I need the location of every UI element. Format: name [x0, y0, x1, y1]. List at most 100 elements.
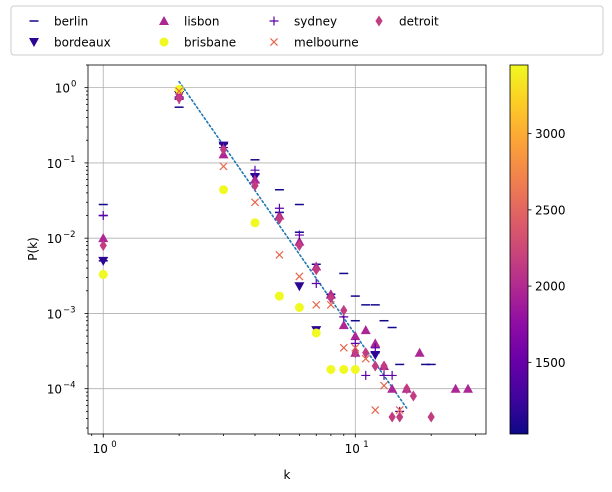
data-point [251, 180, 259, 192]
y-tick-exponent: −2 [63, 230, 76, 240]
data-point [370, 351, 381, 361]
series-detroit [99, 92, 435, 423]
legend-marker [375, 15, 383, 27]
y-tick-label: 10 [55, 82, 70, 96]
colorbar-tick-label: 3000 [535, 127, 566, 141]
legend-marker [29, 38, 39, 47]
data-point [275, 213, 284, 225]
data-point [339, 364, 349, 374]
legend-item-detroit: detroit [375, 15, 439, 29]
data-point [98, 256, 109, 266]
y-tick-label: 10 [47, 383, 62, 397]
data-point [98, 233, 109, 243]
plot-area [88, 65, 486, 434]
colorbar-fill [510, 65, 528, 434]
x-tick-label: 10 [93, 442, 108, 456]
legend-item-bordeaux: bordeaux [29, 36, 111, 50]
data-point [379, 381, 389, 390]
data-point [370, 338, 381, 348]
legend-label: sydney [294, 15, 337, 29]
data-point [450, 383, 461, 393]
y-tick-exponent: 0 [71, 80, 76, 90]
legend-label: melbourne [294, 36, 359, 50]
data-point [294, 230, 304, 240]
data-point [338, 320, 349, 330]
data-point [99, 239, 107, 251]
data-point [371, 406, 380, 415]
legend-label: bordeaux [54, 36, 111, 50]
data-point [326, 300, 335, 309]
data-point [388, 411, 396, 423]
data-point [327, 292, 335, 304]
data-point [339, 343, 348, 352]
x-tick-exponent: 0 [111, 440, 116, 450]
data-point [294, 302, 304, 312]
data-point [387, 370, 397, 380]
legend-item-brisbane: brisbane [159, 36, 236, 50]
data-point [274, 203, 284, 213]
data-point [295, 239, 303, 251]
colorbar-tick-label: 2500 [535, 203, 566, 217]
series-lisbon [98, 89, 474, 393]
legend: berlin bordeaux lisbon brisbane sydney melbou… [10, 5, 604, 56]
data-point [360, 325, 371, 335]
y-tick-label: 10 [47, 307, 62, 321]
y-axis-label: P(k) [26, 237, 40, 261]
y-tick-exponent: −3 [63, 305, 76, 315]
data-point [361, 370, 371, 380]
y-tick-label: 10 [47, 232, 62, 246]
data-point [219, 162, 228, 171]
data-point [379, 370, 389, 380]
x-axis-ticks: 10 0 10 1 [91, 434, 476, 456]
data-point [463, 383, 474, 393]
x-tick-label: 10 [345, 442, 360, 456]
legend-label: detroit [399, 15, 439, 29]
data-point [414, 347, 425, 357]
x-axis-label: k [284, 468, 291, 482]
y-tick-exponent: −4 [63, 381, 76, 391]
data-point [250, 218, 260, 228]
colorbar-frame [509, 64, 529, 435]
data-point [361, 354, 370, 363]
data-point [249, 174, 260, 184]
data-point [370, 343, 380, 353]
legend-item-melbourne: melbourne [269, 36, 359, 50]
data-point [312, 300, 321, 309]
data-point [219, 185, 229, 195]
data-point [427, 411, 435, 423]
data-point [409, 390, 417, 402]
data-point [275, 250, 284, 259]
x-tick-exponent: 1 [363, 440, 368, 450]
y-tick-exponent: −1 [63, 155, 76, 165]
data-point [294, 282, 305, 292]
fit-line-layer [178, 80, 408, 410]
legend-label: lisbon [184, 15, 219, 29]
legend-item-lisbon: lisbon [159, 15, 219, 29]
data-point [395, 406, 404, 415]
grid [88, 65, 486, 434]
data-point [371, 360, 379, 372]
data-point [350, 331, 361, 341]
data-point [403, 383, 411, 395]
legend-marker [269, 37, 279, 47]
data-point [396, 411, 404, 423]
data-point [387, 383, 398, 393]
data-point [311, 328, 321, 338]
data-point [311, 278, 321, 288]
data-point [174, 84, 184, 94]
data-point [175, 92, 183, 104]
colorbar-tick-label: 2000 [535, 280, 566, 294]
data-point [295, 272, 304, 281]
data-point [250, 165, 260, 175]
data-point [274, 291, 284, 301]
data-point [350, 338, 360, 348]
colorbar-tick-label: 1500 [535, 356, 566, 370]
legend-label: berlin [54, 15, 88, 29]
legend-marker [159, 37, 169, 47]
legend-frame [10, 5, 604, 56]
series-brisbane [98, 84, 360, 374]
data-point [380, 360, 388, 372]
legend-marker [269, 16, 279, 26]
data-point [350, 364, 360, 374]
